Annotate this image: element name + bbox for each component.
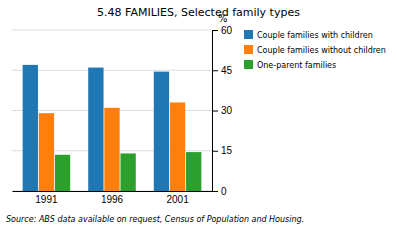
y-tick-label: 0 <box>221 186 227 197</box>
legend-label: Couple families without children <box>257 46 386 55</box>
legend-swatch <box>244 30 253 39</box>
y-tick: 45 <box>212 65 233 76</box>
x-tick-label: 1991 <box>35 194 58 205</box>
x-tick: 1991 <box>35 191 58 205</box>
x-axis: 1991 1996 2001 <box>13 191 213 205</box>
legend-item: Couple families without children <box>244 45 386 55</box>
grid <box>12 30 212 191</box>
bar <box>104 108 119 191</box>
legend-item: One-parent families <box>244 60 336 70</box>
bar <box>120 153 135 191</box>
y-tick: 30 <box>212 105 233 116</box>
bar <box>55 155 70 191</box>
y-tick-mark <box>212 151 218 152</box>
legend-label: One-parent families <box>257 61 336 70</box>
y-tick-mark <box>212 30 218 31</box>
y-tick-label: 60 <box>221 25 233 36</box>
series <box>23 65 169 191</box>
series <box>39 102 185 191</box>
x-tick-label: 2001 <box>166 194 189 205</box>
x-tick-label: 1996 <box>101 194 124 205</box>
y-tick-mark <box>212 111 218 112</box>
x-axis-line <box>13 191 213 192</box>
grid-line <box>12 70 212 71</box>
bar <box>39 113 54 191</box>
y-axis-line <box>213 31 219 192</box>
y-tick: 15 <box>212 145 233 156</box>
grid-line <box>12 30 212 31</box>
plot: 1991 1996 2001 0 15 30 45 60% <box>12 13 233 205</box>
bar <box>154 72 169 191</box>
legend-label: Couple families with children <box>257 31 373 40</box>
y-tick-label: 30 <box>221 105 233 116</box>
y-tick: 60 <box>212 25 233 36</box>
legend-swatch <box>244 60 253 69</box>
chart: 5.48 FAMILIES, Selected family types 1991… <box>0 0 397 227</box>
source-note: Source: ABS data available on request, C… <box>6 215 304 224</box>
title: 5.48 FAMILIES, Selected family types <box>97 6 300 19</box>
bar <box>23 65 38 191</box>
bar <box>170 102 185 191</box>
y-tick-mark <box>212 70 218 71</box>
y-tick-label: 15 <box>221 145 233 156</box>
bars <box>23 65 202 191</box>
x-tick: 2001 <box>166 191 189 205</box>
y-tick-label: 45 <box>221 65 233 76</box>
y-label: % <box>218 13 228 24</box>
x-tick: 1996 <box>101 191 124 205</box>
bar <box>88 68 103 191</box>
y-tick-mark <box>212 191 218 192</box>
y-tick: 0 <box>212 186 227 197</box>
y-axis: 0 15 30 45 60 <box>212 25 233 197</box>
bar <box>186 152 201 191</box>
legend-swatch <box>244 45 253 54</box>
series <box>55 152 201 191</box>
legend-item: Couple families with children <box>244 30 373 40</box>
legend: Couple families with children Couple fami… <box>244 30 386 70</box>
